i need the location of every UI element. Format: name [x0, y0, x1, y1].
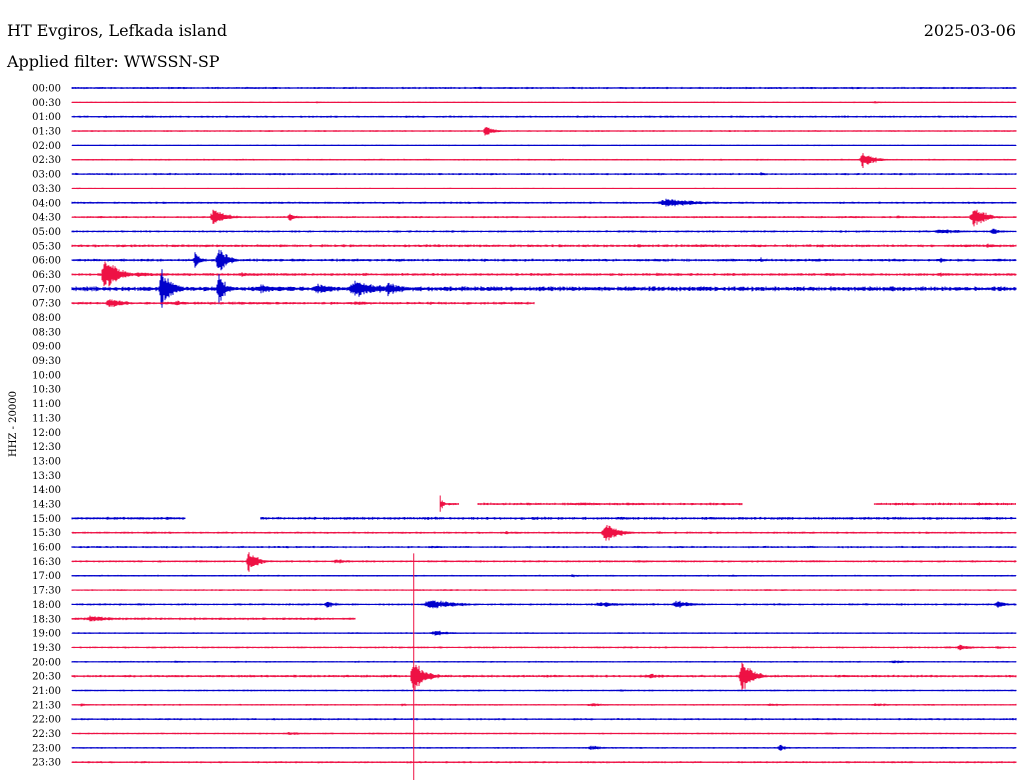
- time-label: 21:30: [32, 700, 61, 711]
- time-label: 22:30: [32, 729, 61, 740]
- time-label: 06:00: [32, 256, 61, 267]
- time-label: 02:00: [32, 141, 61, 152]
- time-label: 00:00: [32, 84, 61, 95]
- time-label: 20:30: [32, 672, 61, 683]
- time-label: 11:00: [32, 399, 61, 410]
- time-label: 03:00: [32, 170, 61, 181]
- time-label: 12:30: [32, 442, 61, 453]
- time-label: 19:00: [32, 629, 61, 640]
- time-label: 04:00: [32, 198, 61, 209]
- time-label: 12:00: [32, 428, 61, 439]
- time-label: 18:30: [32, 614, 61, 625]
- time-label: 16:00: [32, 543, 61, 554]
- time-label: 08:00: [32, 313, 61, 324]
- time-label: 17:00: [32, 571, 61, 582]
- time-label: 15:00: [32, 514, 61, 525]
- time-label: 09:30: [32, 356, 61, 367]
- channel-axis-label: HHZ - 20000: [8, 391, 19, 457]
- time-label: 18:00: [32, 600, 61, 611]
- time-label: 04:30: [32, 213, 61, 224]
- time-label: 11:30: [32, 413, 61, 424]
- time-label: 05:00: [32, 227, 61, 238]
- time-label: 01:30: [32, 127, 61, 138]
- time-label: 23:30: [32, 758, 61, 769]
- time-label: 09:00: [32, 342, 61, 353]
- time-label: 17:30: [32, 586, 61, 597]
- time-label: 13:00: [32, 456, 61, 467]
- time-label: 14:30: [32, 500, 61, 511]
- time-label: 03:30: [32, 184, 61, 195]
- time-label: 13:30: [32, 471, 61, 482]
- time-label: 10:00: [32, 370, 61, 381]
- time-label: 08:30: [32, 327, 61, 338]
- seismic-trace: [71, 153, 1017, 168]
- time-label: 02:30: [32, 155, 61, 166]
- time-label: 07:30: [32, 299, 61, 310]
- seismic-trace: [71, 552, 1017, 572]
- time-label: 19:30: [32, 643, 61, 654]
- time-label: 14:00: [32, 485, 61, 496]
- date-label: 2025-03-06: [924, 21, 1016, 40]
- time-label: 20:00: [32, 657, 61, 668]
- time-label: 05:30: [32, 241, 61, 252]
- time-label: 00:30: [32, 98, 61, 109]
- trace-rows: 00:00 00:30 01:00 01:30 02:00 02:30 03:00 03:30…: [32, 84, 1017, 780]
- time-label: 10:30: [32, 385, 61, 396]
- seismic-trace: [71, 209, 1017, 227]
- time-label: 07:00: [32, 284, 61, 295]
- time-label: 21:00: [32, 686, 61, 697]
- filter-label: Applied filter: WWSSN-SP: [6, 52, 220, 71]
- time-label: 01:00: [32, 112, 61, 123]
- time-label: 23:00: [32, 743, 61, 754]
- station-title: HT Evgiros, Lefkada island: [7, 21, 227, 40]
- time-label: 16:30: [32, 557, 61, 568]
- time-label: 06:30: [32, 270, 61, 281]
- time-label: 22:00: [32, 715, 61, 726]
- time-label: 15:30: [32, 528, 61, 539]
